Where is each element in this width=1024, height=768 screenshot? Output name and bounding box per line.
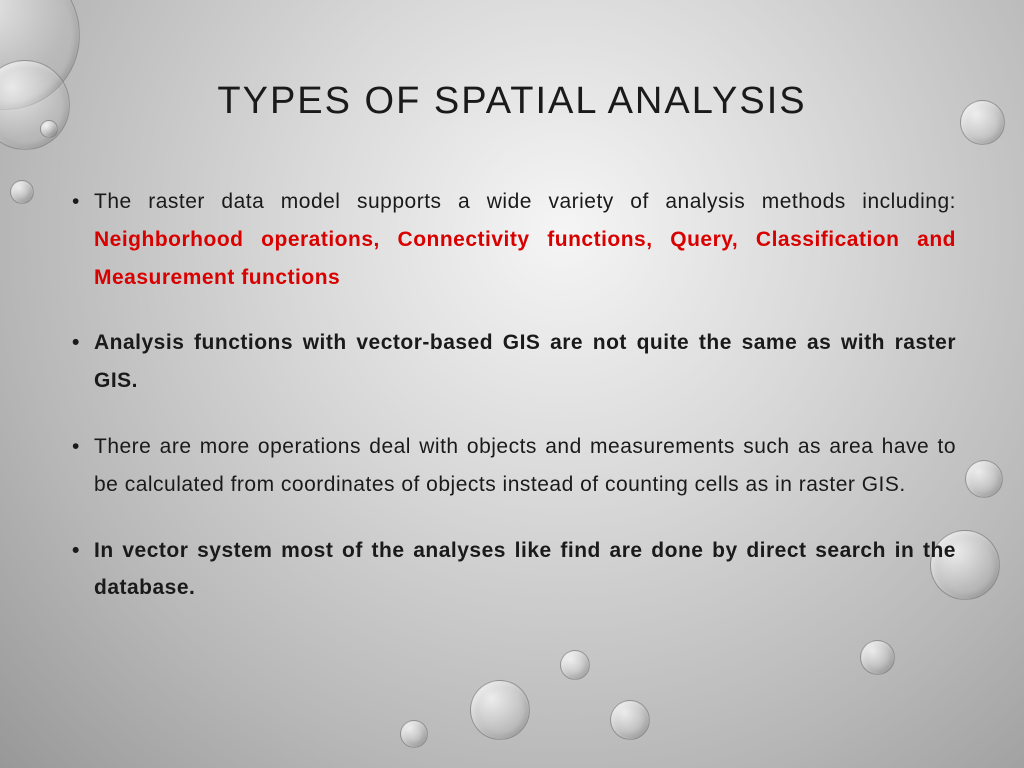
water-drop-icon [470,680,530,740]
water-drop-icon [960,100,1005,145]
bullet-1-emphasis: Neighborhood operations, Connectivity fu… [94,228,956,289]
bullet-4: In vector system most of the analyses li… [68,532,956,608]
bullet-list: The raster data model supports a wide va… [60,183,964,607]
bullet-1-lead: The raster data model supports a wide va… [94,190,956,213]
water-drop-icon [860,640,895,675]
water-drop-icon [610,700,650,740]
water-drop-icon [10,180,34,204]
slide-title: TYPES OF SPATIAL ANALYSIS [60,80,964,123]
water-drop-icon [400,720,428,748]
slide: TYPES OF SPATIAL ANALYSIS The raster dat… [0,0,1024,768]
water-drop-icon [560,650,590,680]
water-drop-icon [965,460,1003,498]
bullet-1: The raster data model supports a wide va… [68,183,956,296]
bullet-3: There are more operations deal with obje… [68,428,956,504]
water-drop-icon [40,120,58,138]
bullet-2: Analysis functions with vector-based GIS… [68,324,956,400]
